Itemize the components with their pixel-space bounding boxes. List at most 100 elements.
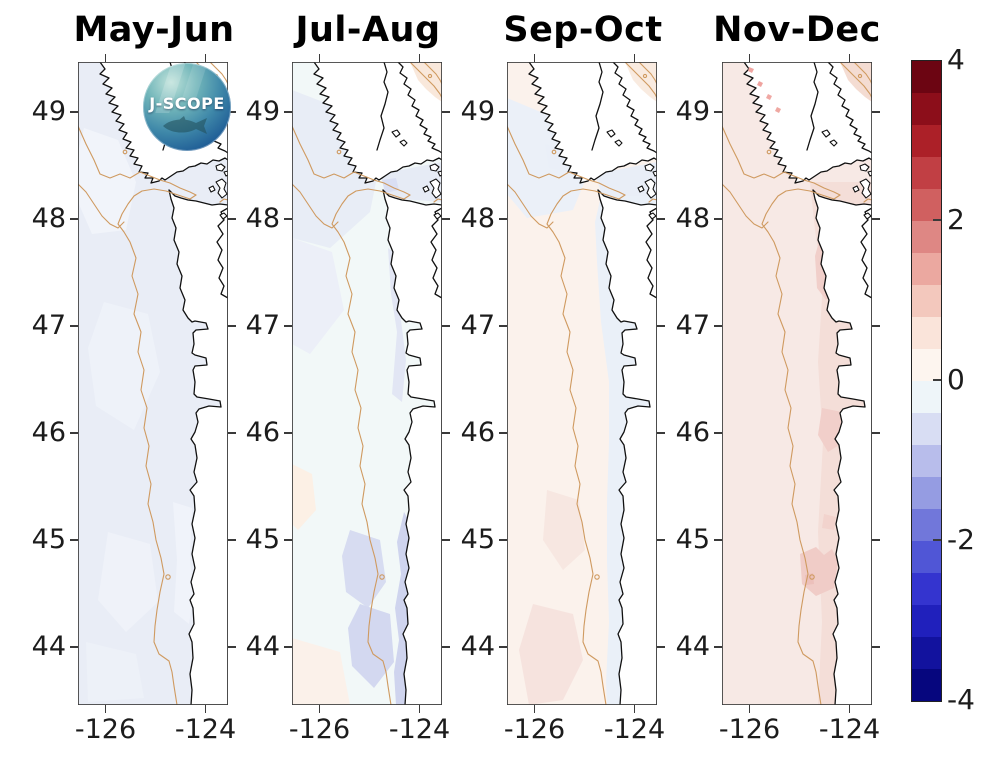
colorbar-segment [912,413,941,445]
colorbar-segment [912,637,941,669]
axis-tick [70,218,78,220]
bathymetry-closed-contour [857,73,863,79]
mainland-coastline [397,62,442,154]
lat-tick-label: 45 [460,523,495,555]
mainland-coastline [612,62,657,154]
bathymetry-closed-contour [336,149,342,155]
bathymetry-contour-shelf-south [761,188,841,705]
lon-tick-label: -126 [74,714,137,745]
vancouver-island-coastline [743,62,872,184]
axis-tick [499,218,507,220]
colorbar-tick [933,219,941,221]
bathymetry-contour-georgia-2 [853,62,872,85]
colorbar-segment [912,349,941,381]
whidbey-island [637,185,645,193]
colorbar-segment [912,605,941,637]
axis-tick [318,705,321,713]
anomaly-patch [98,532,158,632]
colorbar-segment [912,93,941,125]
axis-tick [748,705,751,713]
lat-tick-label: 49 [245,95,280,127]
vancouver-island-coastline [99,62,228,184]
bathymetry-contour-georgia-1 [839,62,872,99]
olympic-washington-oregon-land [382,189,442,705]
axis-tick [284,646,292,648]
puget-sound-channel [216,207,228,299]
bathymetry-closed-contour [122,149,128,155]
axis-tick [228,218,236,220]
whidbey-island [859,178,872,199]
colorbar-segment [912,253,941,285]
map-svg [292,62,442,705]
bathymetry-contour-georgia-2 [638,62,657,85]
map-panel-nov-dec [722,62,872,705]
whidbey-island [208,185,216,193]
bathymetry-contour-offshore [292,183,339,229]
inlet-anomaly-dot [766,94,772,100]
axis-tick [442,218,450,220]
lat-tick-label: 48 [675,202,710,234]
axis-tick [872,218,880,220]
axis-tick [714,325,722,327]
axis-tick [533,54,536,62]
anomaly-patch [519,604,583,705]
lat-tick-label: 45 [245,523,280,555]
colorbar [911,60,942,702]
bathymetry-closed-contour [379,574,385,580]
bathymetry-closed-contour [594,574,600,580]
anomaly-patch [822,514,836,530]
axis-tick [228,432,236,434]
map-panel-sep-oct [507,62,657,705]
axis-tick [499,646,507,648]
axis-tick [657,111,665,113]
colorbar-segment [912,573,941,605]
anomaly-patch [292,238,344,354]
gulf-island [399,139,408,147]
panel-title-jul-aug: Jul-Aug [295,10,441,50]
lon-tick-label: -124 [818,714,881,745]
panel-title-may-jun: May-Jun [73,10,235,50]
axis-tick [872,111,880,113]
san-juan-island [429,163,440,172]
bathymetry-contour-shelf-north [78,125,197,196]
axis-tick [104,705,107,713]
whidbey-island [422,185,430,193]
san-juan-island [644,163,655,172]
bathymetry-contour-georgia-2 [423,62,442,85]
vancouver-island-coastline [528,62,657,184]
bathymetry-contour-offshore [78,183,125,229]
axis-tick [633,705,636,713]
lat-tick-label: 44 [460,630,495,662]
anomaly-patch [292,464,316,530]
jscope-logo: J-SCOPE [143,63,231,151]
anomaly-patch [388,248,406,402]
axis-tick [70,325,78,327]
san-juan-island [867,170,872,177]
gulf-island [606,129,616,138]
puget-islet [863,212,872,220]
colorbar-segment [912,125,941,157]
anomaly-patches [78,128,194,702]
puget-sound-channel [860,207,872,299]
axis-tick [204,705,207,713]
axis-tick [657,432,665,434]
colorbar-segment [912,509,941,541]
vancouver-island-east-coastline [806,62,819,151]
panel-title-sep-oct: Sep-Oct [503,10,663,50]
axis-tick [657,539,665,541]
puget-islet [648,212,657,220]
axis-tick [499,325,507,327]
lat-tick-label: 46 [460,416,495,448]
bathymetry-contour-georgia-1 [409,62,442,99]
anomaly-patch [86,642,144,702]
anomaly-patch [292,90,380,248]
gulf-island [614,139,623,147]
axis-tick [499,539,507,541]
axis-tick [714,646,722,648]
axis-tick [499,432,507,434]
colorbar-segment [912,317,941,349]
axis-tick [499,111,507,113]
lat-tick-label: 48 [460,202,495,234]
colorbar-tick-label: 0 [947,363,965,396]
mainland-coastline [827,62,872,154]
